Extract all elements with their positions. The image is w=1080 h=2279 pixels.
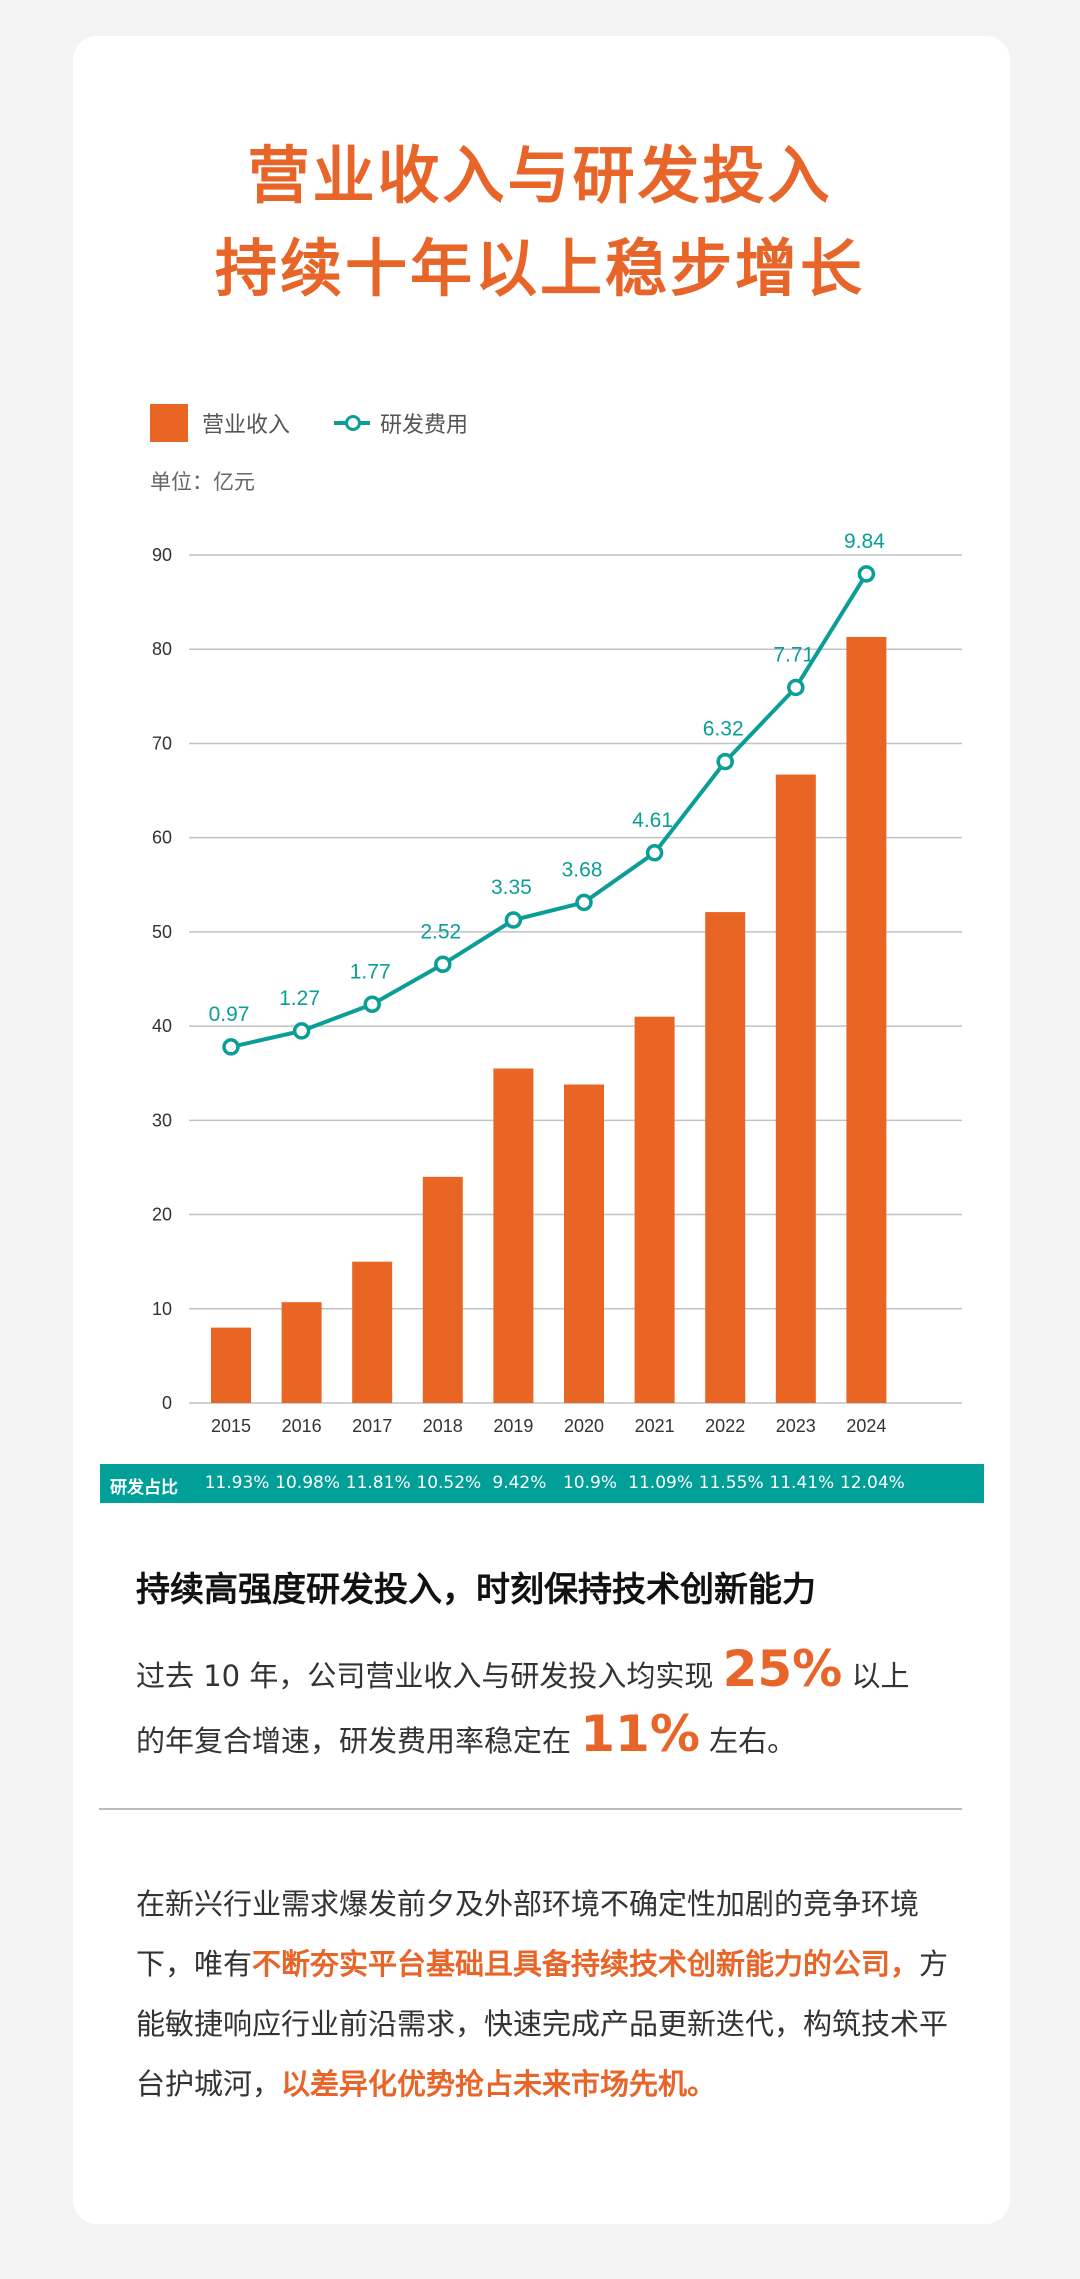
cagr-value: 25%	[722, 1640, 843, 1698]
rd-point-2023	[787, 678, 805, 697]
rd-ratio-value: 10.9%	[562, 1473, 618, 1493]
unit-label: 单位：亿元	[150, 470, 255, 494]
text: 在新兴行业需求爆发前夕及外部环境不确定性加剧的竞争环境下，唯有	[136, 1887, 920, 1981]
bar-2021	[634, 1016, 675, 1403]
bar-2018	[422, 1176, 463, 1403]
chart-legend: 营业收入 研发费用	[150, 404, 468, 442]
rd-data-label: 1.77	[350, 960, 391, 983]
rd-ratio-value: 9.42%	[492, 1473, 547, 1493]
rd-point-2020	[575, 893, 593, 912]
text: 方能敏捷响应行业前沿需求，快速完成产品更新迭代，构筑技术平台护城河，	[136, 1947, 949, 2101]
rd-data-label: 6.32	[703, 718, 744, 741]
summary-paragraph: 过去 10 年，公司营业收入与研发投入均实现 25% 以上的年复合增速，研发费用…	[136, 1640, 956, 1770]
body-paragraph: 在新兴行业需求爆发前夕及外部环境不确定性加剧的竞争环境下，唯有不断夯实平台基础且…	[136, 1874, 966, 2114]
legend-rd: 研发费用	[380, 413, 469, 438]
x-tick-label: 2019	[493, 1416, 533, 1436]
y-tick-label: 50	[152, 922, 172, 942]
rd-data-label: 9.84	[844, 530, 885, 553]
x-tick-label: 2024	[846, 1416, 886, 1436]
rd-point-2022	[716, 752, 734, 771]
rd-line	[230, 572, 869, 1049]
divider	[99, 1808, 962, 1810]
x-tick-label: 2018	[423, 1416, 463, 1436]
rd-point-2015	[222, 1038, 240, 1056]
title-line-1: 营业收入与研发投入	[247, 139, 833, 212]
text: 以上	[842, 1659, 910, 1693]
rd-ratio-row: 研发占比 11.93% 10.98% 11.81% 10.52% 9.42% 10.9% 1…	[100, 1464, 984, 1503]
y-tick-label: 60	[152, 828, 172, 848]
rd-ratio-value: 11.09%	[628, 1473, 694, 1493]
rd-rate-value: 11%	[580, 1705, 700, 1763]
x-tick-label: 2020	[564, 1416, 604, 1436]
rd-data-label: 0.97	[209, 1003, 250, 1026]
legend-revenue: 营业收入	[202, 413, 291, 438]
bar-2016	[281, 1302, 322, 1403]
x-tick-label: 2022	[705, 1416, 745, 1436]
y-tick-label: 80	[152, 639, 172, 659]
bar-2023	[775, 774, 816, 1403]
text: 左右。	[699, 1724, 797, 1758]
y-tick-label: 30	[152, 1110, 172, 1130]
chart: 0 10 20 30 40 50 60 70 80 90 2015 2016 2017 2018 2019 2…	[152, 530, 962, 1436]
rd-ratio-value: 11.55%	[698, 1473, 764, 1493]
bar-2024	[846, 636, 887, 1403]
legend-bar-swatch	[150, 404, 188, 442]
rd-data-label: 7.71	[773, 643, 814, 666]
rd-ratio-value: 12.04%	[839, 1473, 905, 1493]
title-line-2: 持续十年以上稳步增长	[214, 232, 865, 305]
rd-point-2019	[504, 911, 523, 929]
y-tick-label: 20	[152, 1205, 172, 1225]
bar-2017	[352, 1261, 393, 1403]
rd-data-label: 2.52	[420, 920, 461, 943]
rd-ratio-label: 研发占比	[110, 1478, 178, 1498]
y-tick-label: 0	[162, 1393, 172, 1413]
rd-ratio-value: 10.52%	[416, 1473, 482, 1493]
x-tick-label: 2021	[635, 1416, 675, 1436]
bar-2019	[493, 1068, 534, 1403]
y-tick-label: 70	[152, 733, 172, 753]
bar-2020	[564, 1084, 604, 1403]
rd-data-label: 3.35	[491, 876, 532, 899]
rd-point-2017	[363, 995, 381, 1014]
rd-ratio-value: 11.81%	[345, 1473, 411, 1493]
rd-ratio-value: 11.41%	[769, 1473, 835, 1493]
y-tick-label: 10	[152, 1299, 172, 1319]
x-tick-label: 2015	[211, 1416, 251, 1436]
rd-data-label: 4.61	[632, 809, 673, 832]
highlight-text: 以差异化优势抢占未来市场先机。	[281, 2067, 717, 2101]
bar-2022	[705, 912, 746, 1403]
legend-line-swatch	[334, 415, 371, 431]
x-tick-label: 2017	[352, 1416, 392, 1436]
rd-point-2018	[434, 955, 452, 974]
x-tick-label: 2023	[776, 1416, 816, 1436]
bar-2015	[211, 1327, 251, 1403]
x-tick-label: 2016	[282, 1416, 322, 1436]
text: 的年复合增速，研发费用率稳定在	[136, 1724, 581, 1758]
rd-ratio-value: 11.93%	[204, 1473, 270, 1493]
section-heading: 持续高强度研发投入，时刻保持技术创新能力	[136, 1570, 816, 1610]
y-tick-label: 40	[152, 1016, 172, 1036]
rd-point-2024	[857, 565, 876, 583]
rd-point-2021	[645, 844, 664, 862]
rd-data-label: 1.27	[279, 987, 320, 1010]
rd-ratio-value: 10.98%	[275, 1473, 341, 1493]
y-tick-label: 90	[152, 545, 172, 565]
text: 过去 10 年，公司营业收入与研发投入均实现	[136, 1659, 723, 1693]
rd-data-label: 3.68	[562, 858, 603, 881]
highlight-text: 不断夯实平台基础且具备持续技术创新能力的公司，	[252, 1947, 920, 1981]
rd-point-2016	[292, 1022, 311, 1040]
